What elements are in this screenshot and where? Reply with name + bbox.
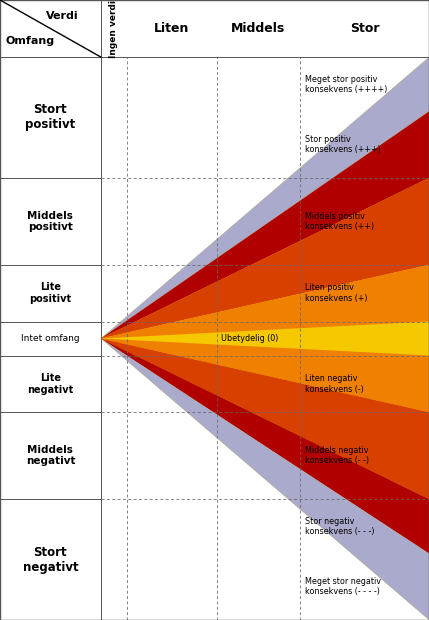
Polygon shape (101, 339, 429, 412)
Text: Stor positiv
konsekvens (+++): Stor positiv konsekvens (+++) (305, 135, 381, 154)
Text: Omfang: Omfang (6, 36, 55, 46)
Text: Meget stor negativ
konsekvens (- - - -): Meget stor negativ konsekvens (- - - -) (305, 577, 381, 596)
Text: Middels negativ
konsekvens (- -): Middels negativ konsekvens (- -) (305, 446, 369, 466)
Text: Ubetydelig (0): Ubetydelig (0) (221, 334, 278, 343)
Text: Middels positiv
konsekvens (++): Middels positiv konsekvens (++) (305, 211, 375, 231)
Polygon shape (101, 178, 429, 339)
Text: Middels
negativt: Middels negativt (26, 445, 75, 466)
Text: Liten positiv
konsekvens (+): Liten positiv konsekvens (+) (305, 283, 368, 303)
Text: Intet omfang: Intet omfang (21, 334, 80, 343)
Text: Verdi: Verdi (46, 11, 79, 21)
Text: Liten negativ
konsekvens (-): Liten negativ konsekvens (-) (305, 374, 364, 394)
Text: Lite
negativt: Lite negativt (27, 373, 73, 395)
Text: Middels
positivt: Middels positivt (27, 211, 73, 232)
Text: Middels: Middels (231, 22, 286, 35)
Text: Stor: Stor (350, 22, 379, 35)
Text: Meget stor positiv
konsekvens (++++): Meget stor positiv konsekvens (++++) (305, 74, 388, 94)
Polygon shape (101, 339, 429, 554)
Text: Stort
positivt: Stort positivt (25, 104, 76, 131)
Text: Stor negativ
konsekvens (- - -): Stor negativ konsekvens (- - -) (305, 516, 375, 536)
Polygon shape (101, 339, 429, 499)
Polygon shape (101, 112, 429, 339)
Polygon shape (101, 265, 429, 339)
Text: Stort
negativt: Stort negativt (23, 546, 78, 574)
Text: Lite
positivt: Lite positivt (29, 282, 72, 304)
Polygon shape (101, 339, 429, 620)
Polygon shape (101, 57, 429, 620)
Text: Liten: Liten (154, 22, 189, 35)
Text: Ingen verdi: Ingen verdi (109, 0, 118, 58)
Polygon shape (101, 57, 429, 339)
